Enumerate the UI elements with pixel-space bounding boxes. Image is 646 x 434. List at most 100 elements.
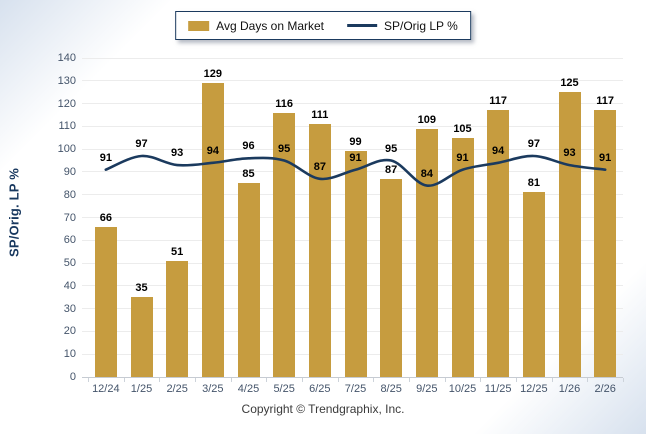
y-tick-label: 120 [57, 97, 76, 110]
bar [237, 183, 260, 377]
bar [415, 128, 438, 377]
line-value-label: 94 [206, 144, 219, 157]
x-axis-tick [409, 378, 410, 382]
x-axis-tick [337, 378, 339, 382]
x-tick-label: 12/25 [520, 383, 548, 395]
y-tick-label: 0 [69, 371, 76, 383]
x-tick-label: 10/25 [448, 383, 477, 395]
line-value-label: 91 [99, 151, 112, 164]
line-legend-swatch [347, 24, 378, 27]
bar-value-label: 35 [135, 282, 148, 295]
gridline [82, 376, 623, 378]
x-tick-label: 2/26 [594, 383, 616, 395]
x-axis-tick [88, 378, 89, 382]
bar-value-label: 99 [349, 136, 362, 149]
y-tick-label: 130 [57, 74, 76, 87]
chart-legend: Avg Days on Market SP/Orig LP % [175, 11, 471, 40]
x-tick-label: 4/25 [237, 383, 260, 395]
bar [594, 110, 617, 377]
x-tick-label: 2/25 [166, 383, 188, 395]
bar [166, 260, 189, 377]
x-tick-label: 1/26 [558, 383, 581, 395]
gridline [82, 103, 623, 105]
bar [451, 137, 474, 377]
x-axis-tick [623, 378, 624, 382]
x-axis-tick [444, 378, 446, 382]
gridline [82, 80, 623, 82]
x-axis-tick [551, 378, 553, 382]
bar-value-label: 111 [311, 109, 329, 122]
y-tick-label: 20 [63, 325, 76, 338]
line-value-label: 95 [278, 142, 291, 155]
bar-value-label: 66 [99, 211, 112, 224]
y-tick-label: 140 [57, 52, 76, 64]
line-value-label: 91 [456, 151, 469, 164]
x-axis-tick [195, 378, 196, 382]
line-legend-label: SP/Orig LP % [384, 18, 458, 33]
y-tick-label: 80 [63, 188, 76, 201]
x-axis-tick [123, 378, 125, 382]
line-value-label: 96 [242, 140, 255, 153]
bar-value-label: 117 [596, 95, 615, 108]
y-tick-label: 100 [57, 143, 76, 156]
y-tick-label: 70 [63, 211, 76, 224]
copyright-text: Copyright © Trendgraphix, Inc. [241, 402, 405, 416]
line-value-label: 95 [385, 142, 398, 155]
bar-value-label: 81 [527, 177, 540, 190]
y-tick-label: 60 [63, 234, 76, 247]
line-value-label: 87 [313, 160, 326, 173]
y-tick-label: 90 [63, 165, 76, 178]
bar [522, 192, 545, 377]
line-value-label: 91 [349, 151, 362, 164]
x-axis-tick [516, 378, 517, 382]
gridline [82, 57, 623, 59]
x-axis-tick [587, 378, 589, 382]
line-value-label: 91 [599, 151, 612, 164]
x-axis-tick [266, 378, 268, 382]
bar-value-label: 117 [489, 95, 508, 108]
y-tick-label: 110 [58, 120, 76, 133]
x-tick-label: 11/25 [484, 383, 512, 395]
x-tick-label: 5/25 [273, 383, 295, 395]
x-tick-label: 8/25 [380, 383, 402, 395]
y-tick-label: 10 [63, 348, 76, 361]
bar [130, 297, 153, 377]
bar [380, 178, 403, 377]
bar-value-label: 116 [275, 97, 294, 110]
gridline [82, 125, 623, 127]
bar [201, 83, 224, 377]
legend-item-line: SP/Orig LP % [347, 19, 458, 33]
y-tick-label: 30 [63, 302, 76, 315]
line-value-label: 84 [420, 167, 433, 180]
x-axis-tick [480, 378, 482, 382]
bar-value-label: 85 [242, 168, 255, 181]
line-value-label: 94 [492, 144, 505, 157]
y-tick-label: 50 [63, 257, 76, 270]
x-axis-tick [159, 378, 161, 382]
x-axis-tick [230, 378, 232, 382]
gridline [82, 148, 623, 150]
bar [94, 226, 117, 377]
x-tick-label: 12/24 [92, 383, 120, 395]
bar-legend-swatch [188, 20, 210, 31]
x-tick-label: 3/25 [202, 383, 224, 395]
legend-item-bar: Avg Days on Market [188, 19, 324, 33]
line-value-label: 93 [563, 147, 576, 160]
x-tick-label: 7/25 [344, 383, 367, 395]
bar-legend-label: Avg Days on Market [216, 18, 325, 33]
bar-value-label: 129 [203, 68, 222, 81]
bar-value-label: 125 [560, 77, 579, 90]
line-value-label: 97 [135, 137, 148, 150]
line-value-label: 97 [527, 137, 540, 150]
x-axis-tick [373, 378, 375, 382]
y-tick-label: 40 [63, 279, 76, 292]
bar-value-label: 51 [171, 245, 184, 258]
bar [558, 92, 581, 377]
x-axis-tick [302, 378, 303, 382]
x-tick-label: 6/25 [309, 383, 331, 395]
bar [344, 151, 367, 377]
bar [308, 124, 331, 377]
x-tick-label: 1/25 [130, 383, 153, 395]
